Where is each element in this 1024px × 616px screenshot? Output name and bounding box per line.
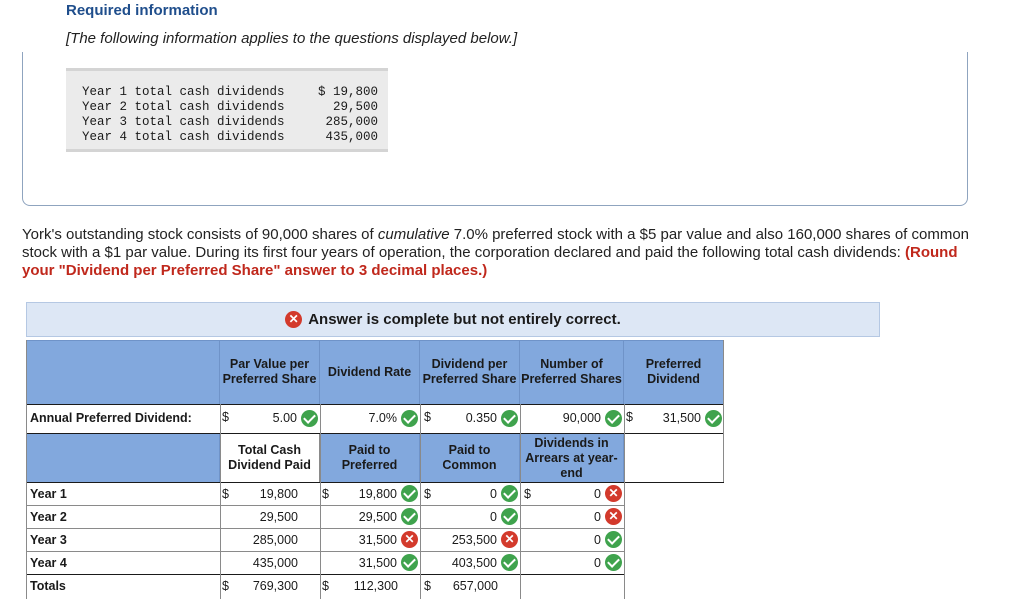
- info-box: [22, 52, 968, 206]
- arrears-cell[interactable]: 0 ✕: [532, 505, 622, 528]
- header-dividend-rate: Dividend Rate: [320, 340, 420, 404]
- correct-check-icon: [501, 508, 518, 525]
- paid-common-cell[interactable]: 0: [432, 482, 518, 505]
- required-info-title: Required information: [66, 2, 218, 19]
- correct-check-icon: [605, 554, 622, 571]
- status-message: Answer is complete but not entirely corr…: [308, 311, 621, 328]
- header-dividend-per-share: Dividend per Preferred Share: [420, 340, 520, 404]
- grid-line: [520, 404, 521, 599]
- correct-check-icon: [401, 508, 418, 525]
- correct-check-icon: [501, 485, 518, 502]
- currency: $: [424, 410, 431, 424]
- preferred-dividend-cell[interactable]: 31,500: [634, 404, 722, 432]
- paid-preferred-cell[interactable]: 19,800: [330, 482, 418, 505]
- arrears-cell[interactable]: 0: [532, 551, 622, 574]
- paid-preferred-cell[interactable]: 29,500: [330, 505, 418, 528]
- currency: $: [424, 579, 431, 593]
- grid-line: [723, 340, 724, 482]
- header-par-value: Par Value per Preferred Share: [220, 340, 320, 404]
- total-cash-cell: 19,800: [259, 486, 298, 501]
- correct-check-icon: [501, 554, 518, 571]
- grid-line: [624, 404, 625, 599]
- correct-check-icon: [605, 409, 622, 427]
- number-of-shares-cell[interactable]: 90,000: [524, 404, 622, 432]
- arrears-cell[interactable]: 0 ✕: [532, 482, 622, 505]
- header-blank: [624, 434, 724, 482]
- correct-check-icon: [401, 485, 418, 502]
- totals-paid-common: 657,000: [452, 578, 498, 593]
- rounding-instruction: (Round your "Dividend per Preferred Shar…: [22, 244, 958, 279]
- currency: $: [322, 487, 329, 501]
- currency: $: [222, 579, 229, 593]
- header-total-cash-dividend: Total Cash Dividend Paid: [220, 434, 320, 482]
- par-value-cell[interactable]: 5.00: [230, 404, 318, 432]
- arrears-cell[interactable]: 0: [532, 528, 622, 551]
- currency: $: [222, 410, 229, 424]
- grid-line: [26, 340, 724, 341]
- correct-check-icon: [501, 409, 518, 427]
- info-row: Year 1 total cash dividends $ 19,800: [82, 85, 378, 99]
- grid-line: [26, 551, 624, 552]
- grid-line: [220, 404, 221, 599]
- grid-line: [320, 404, 321, 599]
- header-paid-to-common: Paid to Common: [420, 434, 520, 482]
- cash-dividends-table: Year 1 total cash dividends $ 19,800 Year…: [66, 68, 388, 152]
- paid-common-cell[interactable]: 253,500 ✕: [432, 528, 518, 551]
- grid-line: [26, 574, 624, 575]
- header-preferred-dividend: Preferred Dividend: [624, 340, 724, 404]
- header-blank: [26, 434, 220, 482]
- currency: $: [222, 487, 229, 501]
- year-row-label: Year 4: [30, 555, 67, 570]
- dividend-worksheet: Par Value per Preferred Share Dividend R…: [26, 340, 724, 599]
- dividend-per-share-cell[interactable]: 0.350: [432, 404, 518, 432]
- header-paid-to-preferred: Paid to Preferred: [320, 434, 420, 482]
- year-row-label: Year 3: [30, 532, 67, 547]
- paid-preferred-cell[interactable]: 31,500 ✕: [330, 528, 418, 551]
- grid-line: [420, 404, 421, 599]
- paid-common-cell[interactable]: 0: [432, 505, 518, 528]
- incorrect-x-icon: ✕: [501, 531, 518, 548]
- info-row: Year 3 total cash dividends 285,000: [82, 115, 378, 129]
- total-cash-cell: 285,000: [252, 532, 298, 547]
- totals-paid-preferred: 112,300: [353, 578, 398, 593]
- grid-line: [26, 404, 724, 405]
- info-row: Year 4 total cash dividends 435,000: [82, 130, 378, 144]
- currency: $: [524, 487, 531, 501]
- currency: $: [424, 487, 431, 501]
- answer-status-banner: ✕ Answer is complete but not entirely co…: [26, 302, 880, 337]
- incorrect-x-icon: ✕: [605, 508, 622, 525]
- correct-check-icon: [401, 554, 418, 571]
- grid-line: [26, 433, 724, 434]
- total-cash-cell: 435,000: [252, 555, 298, 570]
- year-row-label: Year 1: [30, 486, 67, 501]
- grid-line: [26, 482, 724, 483]
- header-number-of-shares: Number of Preferred Shares: [520, 340, 624, 404]
- info-row: Year 2 total cash dividends 29,500: [82, 100, 378, 114]
- incorrect-x-icon: ✕: [401, 531, 418, 548]
- required-info-heading: Required information [The following info…: [66, 2, 517, 47]
- totals-total-cash: 769,300: [252, 578, 298, 593]
- annual-row-label: Annual Preferred Dividend:: [30, 411, 192, 425]
- paid-common-cell[interactable]: 403,500: [432, 551, 518, 574]
- currency: $: [626, 410, 633, 424]
- correct-check-icon: [401, 409, 418, 427]
- year-row-label: Year 2: [30, 509, 67, 524]
- dividend-rate-cell[interactable]: 7.0%: [326, 404, 418, 432]
- total-cash-cell: 29,500: [259, 509, 298, 524]
- problem-statement: York's outstanding stock consists of 90,…: [22, 226, 970, 279]
- required-info-subtitle: [The following information applies to th…: [66, 30, 518, 47]
- paid-preferred-cell[interactable]: 31,500: [330, 551, 418, 574]
- correct-check-icon: [705, 409, 722, 427]
- grid-line: [26, 528, 624, 529]
- grid-line: [26, 505, 624, 506]
- grid-line: [26, 340, 27, 599]
- currency: $: [322, 579, 329, 593]
- incorrect-icon: ✕: [285, 311, 303, 328]
- totals-label: Totals: [30, 578, 66, 593]
- incorrect-x-icon: ✕: [605, 485, 622, 502]
- header-blank: [26, 340, 220, 404]
- header-dividends-in-arrears: Dividends in Arrears at year-end: [520, 434, 624, 482]
- correct-check-icon: [605, 531, 622, 548]
- correct-check-icon: [301, 409, 318, 427]
